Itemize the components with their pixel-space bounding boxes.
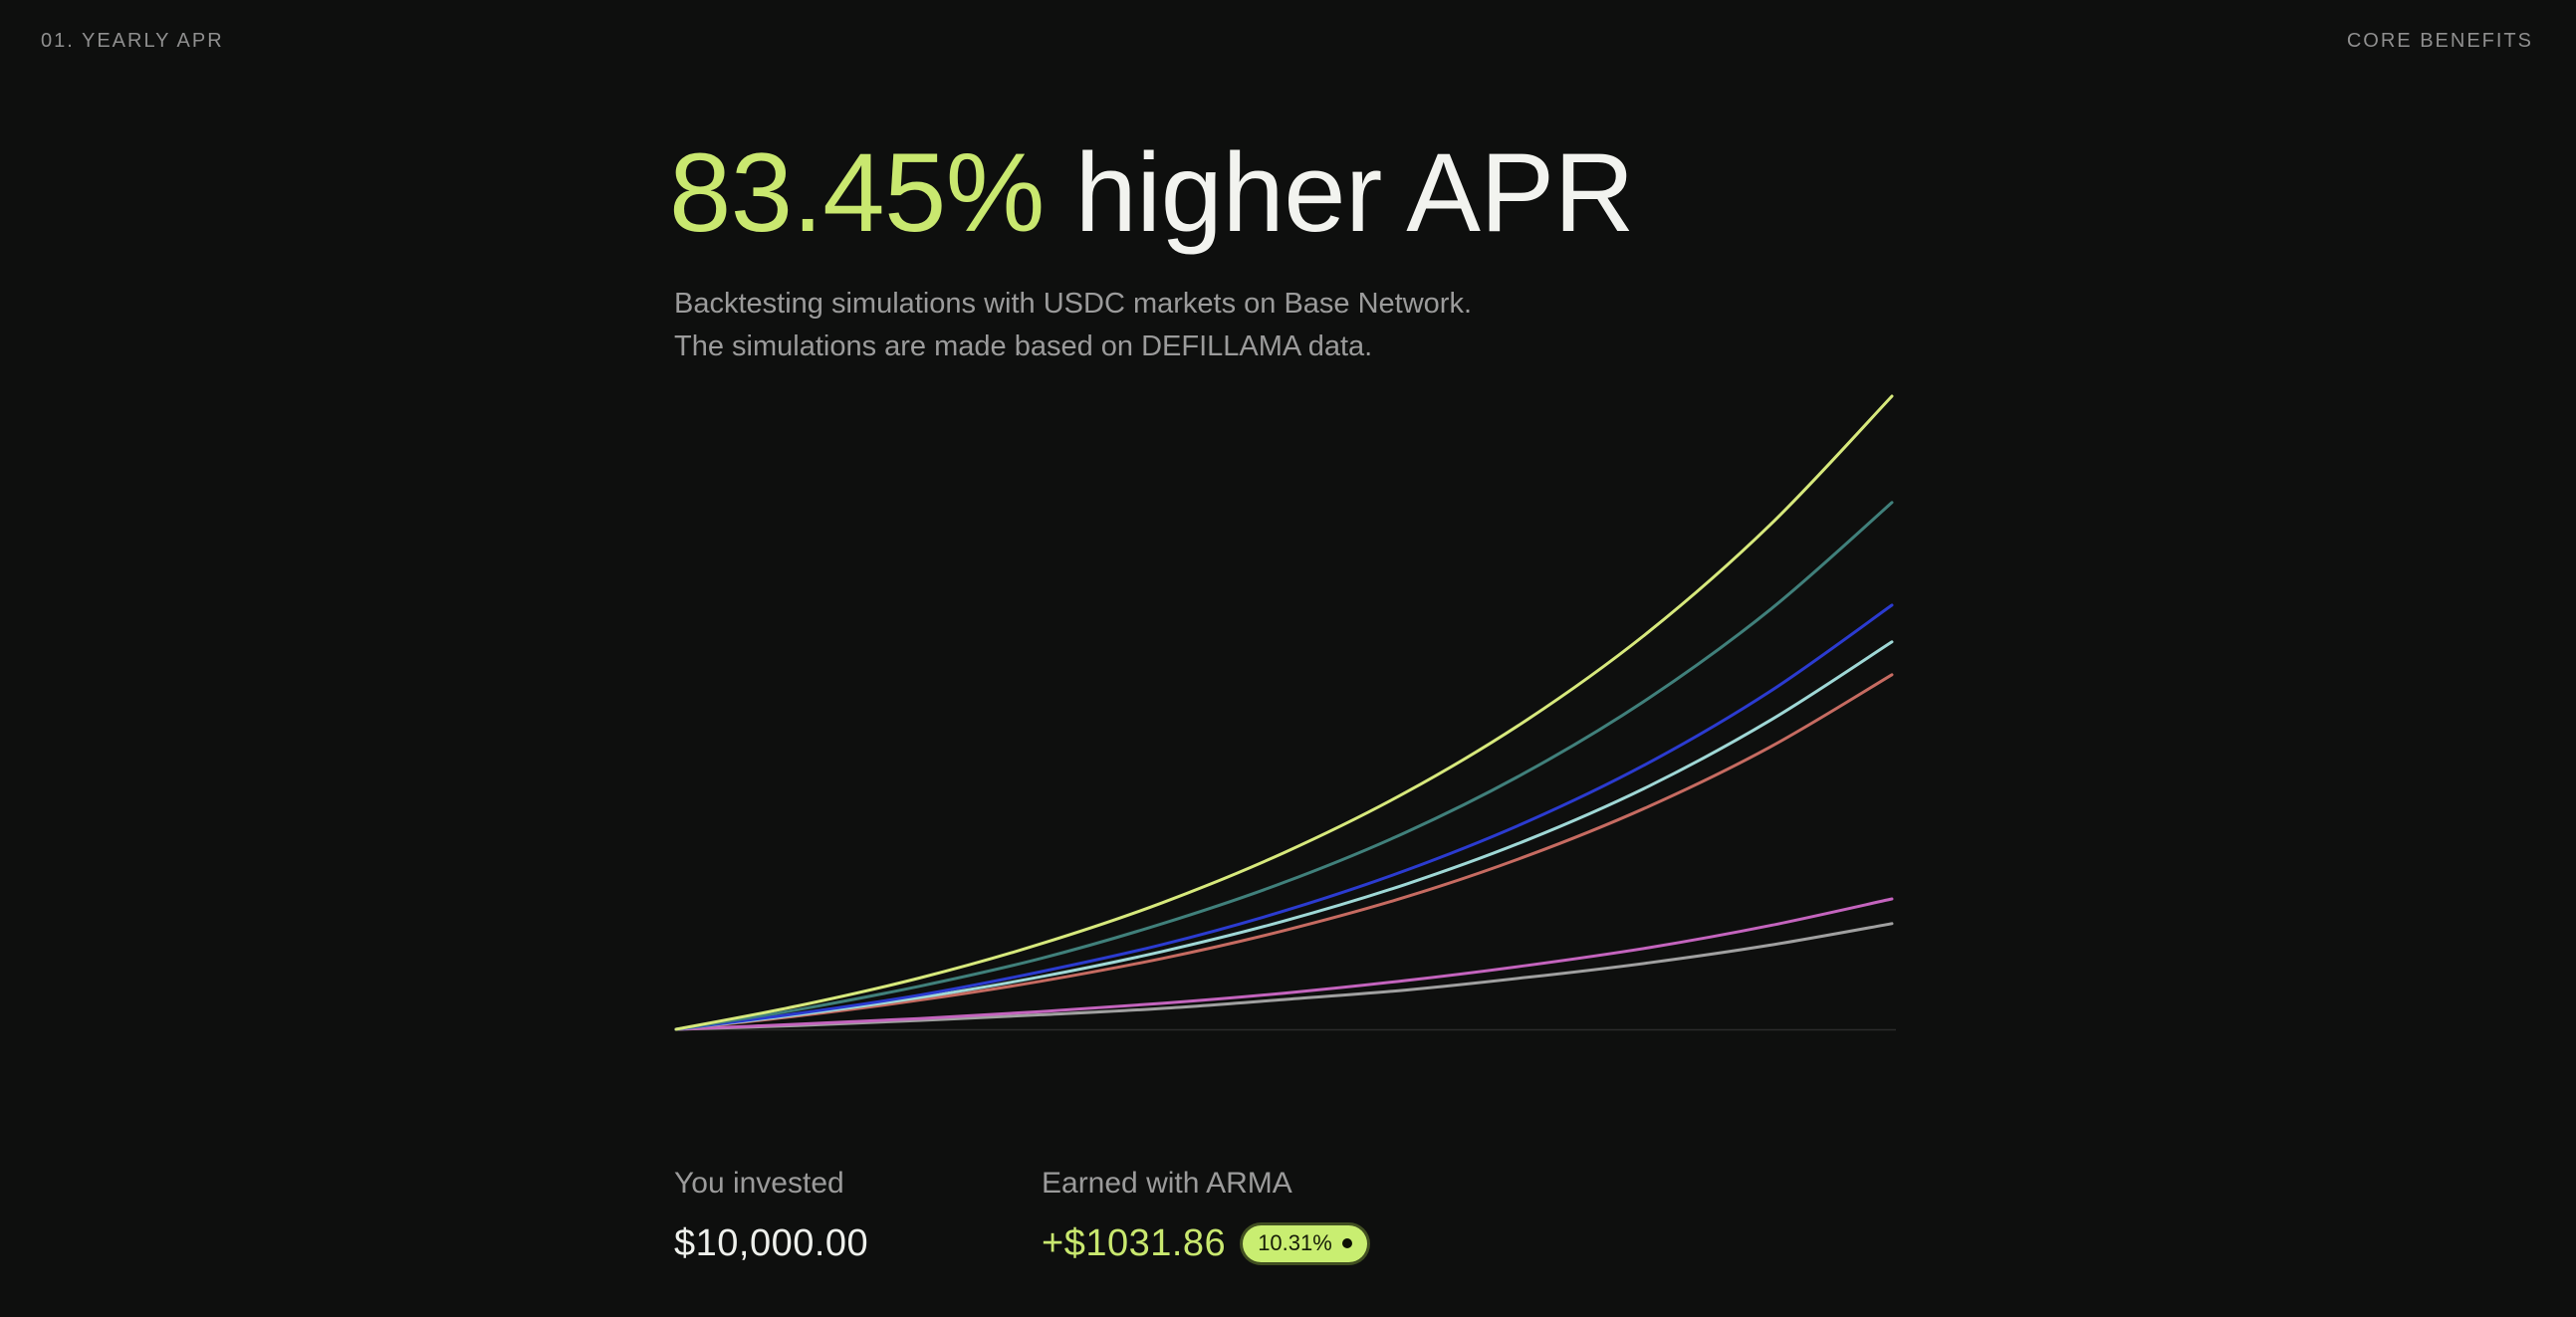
earned-value: +$1031.86	[1042, 1222, 1227, 1264]
stats-row: You invested $10,000.00 Earned with ARMA…	[674, 1167, 1769, 1286]
invested-label: You invested	[674, 1167, 844, 1200]
apr-growth-chart	[674, 392, 1896, 1031]
page-title: 83.45% higher APR	[669, 137, 1635, 249]
subtitle-line-1: Backtesting simulations with USDC market…	[674, 288, 1473, 320]
earned-label: Earned with ARMA	[1042, 1167, 1292, 1200]
stat-earned: Earned with ARMA +$1031.86 10.31%	[1042, 1167, 1367, 1265]
hero-subtitle: Backtesting simulations with USDC market…	[674, 283, 1472, 368]
nav-core-benefits-link[interactable]: CORE BENEFITS	[2346, 30, 2533, 52]
apr-chart-svg	[674, 394, 1896, 1031]
apr-gain-badge: 10.31%	[1243, 1225, 1367, 1262]
headline-apr-percent: 83.45%	[669, 130, 1045, 255]
section-number-label: 01. YEARLY APR	[41, 30, 224, 52]
headline-rest: higher APR	[1044, 130, 1635, 255]
badge-percent-label: 10.31%	[1258, 1230, 1332, 1255]
subtitle-line-2: The simulations are made based on DEFILL…	[674, 330, 1373, 362]
stat-invested: You invested $10,000.00	[674, 1167, 868, 1265]
invested-value: $10,000.00	[674, 1222, 869, 1264]
dot-icon	[1341, 1238, 1352, 1248]
